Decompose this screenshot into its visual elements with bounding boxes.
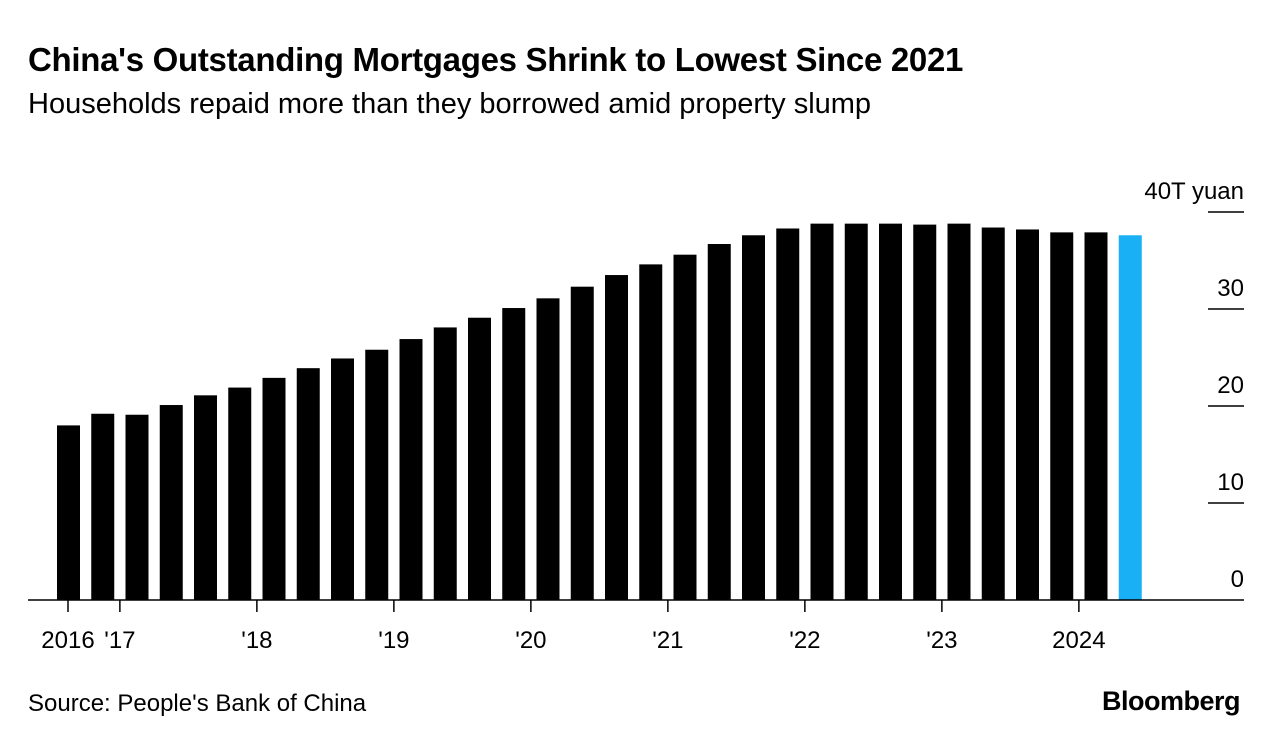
x-tick-label: '18 bbox=[241, 627, 272, 654]
bar bbox=[1050, 232, 1074, 600]
y-tick-label: 10 bbox=[1217, 469, 1244, 496]
chart-title: China's Outstanding Mortgages Shrink to … bbox=[28, 41, 964, 78]
bar bbox=[91, 413, 115, 600]
y-tick-label: 20 bbox=[1217, 372, 1244, 399]
bar bbox=[331, 358, 354, 600]
x-tick-label: '21 bbox=[652, 627, 683, 654]
bar bbox=[262, 377, 286, 600]
bar bbox=[776, 228, 800, 601]
bar bbox=[844, 223, 868, 600]
y-tick-label: 30 bbox=[1217, 275, 1244, 302]
x-tick-label: '19 bbox=[378, 627, 409, 654]
bar bbox=[536, 298, 560, 600]
bar bbox=[639, 264, 663, 600]
bar bbox=[399, 339, 423, 600]
x-tick-label: '23 bbox=[926, 627, 957, 654]
chart-subtitle: Households repaid more than they borrowe… bbox=[28, 88, 872, 120]
x-tick-label: '17 bbox=[104, 627, 135, 654]
bar bbox=[913, 224, 937, 601]
x-tick-label: '20 bbox=[515, 627, 546, 654]
x-tick-label: 2016 bbox=[41, 627, 94, 654]
x-tick-label: 2024 bbox=[1052, 627, 1105, 654]
bar bbox=[125, 414, 149, 600]
bar bbox=[502, 308, 526, 600]
bar bbox=[947, 223, 971, 600]
x-axis: 2016 '17 '18 '19 '20 '21 '22 '23 2024 bbox=[41, 600, 1106, 654]
bar bbox=[433, 327, 457, 600]
bars-group bbox=[57, 223, 1142, 601]
bar bbox=[1084, 232, 1108, 600]
bar bbox=[194, 395, 217, 600]
bar bbox=[228, 387, 252, 600]
bar bbox=[742, 235, 765, 600]
y-tick-label: 40T yuan bbox=[1144, 178, 1244, 205]
y-axis: 0 10 20 30 40T yuan bbox=[1144, 178, 1244, 593]
bloomberg-logo: Bloomberg bbox=[1101, 686, 1241, 716]
bar bbox=[810, 223, 834, 600]
bar bbox=[1016, 229, 1039, 600]
bar bbox=[707, 244, 731, 600]
y-tick-label: 0 bbox=[1231, 566, 1244, 593]
bar bbox=[605, 275, 628, 600]
bar bbox=[365, 349, 389, 600]
bar bbox=[159, 405, 183, 600]
bar bbox=[981, 227, 1005, 600]
bar bbox=[57, 425, 80, 600]
x-tick-label: '22 bbox=[789, 627, 820, 654]
source-note: Source: People's Bank of China bbox=[28, 690, 367, 717]
bar-latest bbox=[1118, 235, 1142, 600]
bar bbox=[468, 317, 491, 600]
bar bbox=[570, 286, 594, 600]
bar bbox=[296, 368, 320, 600]
bar bbox=[879, 223, 902, 600]
bar bbox=[673, 254, 697, 600]
